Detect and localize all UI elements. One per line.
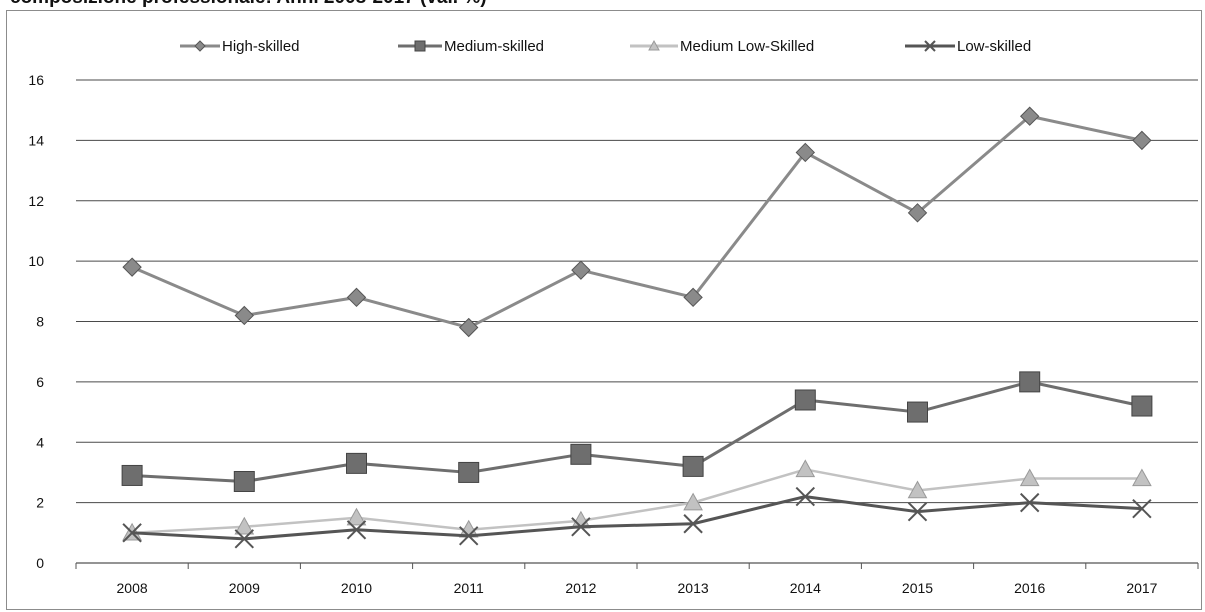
x-tick-label: 2014 xyxy=(790,580,821,596)
data-point xyxy=(795,459,816,478)
data-point xyxy=(346,507,367,526)
x-tick-label: 2016 xyxy=(1014,580,1045,596)
x-tick-label: 2009 xyxy=(229,580,260,596)
legend-swatch-marker xyxy=(194,40,206,52)
data-point xyxy=(683,492,703,511)
data-point xyxy=(233,470,255,492)
data-point xyxy=(1019,468,1040,487)
data-point xyxy=(907,501,928,522)
axes: 0 2 4 6 8 10 12 14 16 2008 2009 2010 2011 2012 2013 201… xyxy=(28,72,1199,596)
data-point xyxy=(122,523,142,543)
y-tick-label: 14 xyxy=(28,132,44,148)
data-point xyxy=(458,461,480,483)
x-tick-label: 2017 xyxy=(1126,580,1157,596)
data-point xyxy=(121,464,143,486)
legend-item-high-skilled: High-skilled xyxy=(180,38,300,55)
y-tick-label: 6 xyxy=(36,374,44,390)
legend-item-medium-low-skilled: Medium Low-Skilled xyxy=(630,38,814,55)
legend: High-skilled Medium-skilled Medium Low-Ski… xyxy=(180,38,1031,55)
data-point xyxy=(1019,492,1040,513)
data-point xyxy=(907,480,928,499)
series-high-skilled xyxy=(122,106,1152,338)
data-point xyxy=(795,142,816,163)
series-line xyxy=(132,468,1142,535)
y-tick-label: 4 xyxy=(36,434,44,450)
data-point xyxy=(1131,395,1153,417)
legend-item-low-skilled: Low-skilled xyxy=(905,38,1031,55)
data-point xyxy=(1132,468,1152,487)
legend-label: Medium-skilled xyxy=(444,38,544,55)
y-tick-label: 8 xyxy=(36,314,44,330)
data-point xyxy=(1019,106,1040,126)
x-tick-label: 2012 xyxy=(565,580,596,596)
data-point xyxy=(683,287,703,308)
legend-label: Low-skilled xyxy=(957,38,1031,55)
x-tick-label: 2010 xyxy=(341,580,372,596)
data-point xyxy=(1132,498,1152,519)
data-point xyxy=(571,260,591,280)
y-tick-label: 2 xyxy=(36,495,44,511)
legend-swatch-marker xyxy=(924,40,936,52)
data-point xyxy=(1019,371,1041,393)
data-point xyxy=(458,317,479,338)
data-point xyxy=(122,257,142,277)
data-point xyxy=(682,455,704,477)
series-line xyxy=(131,114,1143,330)
data-point xyxy=(907,203,928,223)
data-point xyxy=(683,514,703,534)
y-tick-label: 10 xyxy=(28,253,44,269)
x-tick-label: 2008 xyxy=(117,580,148,596)
data-point xyxy=(346,287,367,308)
legend-label: High-skilled xyxy=(222,38,300,55)
data-point xyxy=(458,526,479,546)
series-lines xyxy=(121,106,1153,549)
data-point xyxy=(571,517,591,537)
y-tick-label: 0 xyxy=(36,555,44,571)
data-point xyxy=(234,516,255,535)
chart-frame xyxy=(6,10,1202,610)
gridlines xyxy=(76,79,1198,504)
series-medium-skilled xyxy=(121,371,1153,492)
data-point xyxy=(570,443,592,465)
x-tick-label: 2013 xyxy=(678,580,709,596)
data-point xyxy=(234,529,255,549)
series-line xyxy=(132,495,1142,541)
series-line xyxy=(132,380,1143,483)
page-title: composizione professionale: Anni 2008-20… xyxy=(10,0,487,9)
legend-item-medium-skilled: Medium-skilled xyxy=(398,38,544,55)
data-point xyxy=(907,401,928,423)
data-point xyxy=(346,520,367,540)
data-point xyxy=(234,305,255,326)
legend-swatch-marker xyxy=(648,39,660,51)
y-tick-label: 12 xyxy=(28,193,44,209)
data-point xyxy=(1132,130,1152,151)
x-tick-label: 2015 xyxy=(902,580,933,596)
legend-swatch-marker xyxy=(414,40,426,52)
series-low-skilled xyxy=(122,486,1152,549)
data-point xyxy=(346,452,367,474)
y-tick-label: 16 xyxy=(28,72,44,88)
series-medium-low-skilled xyxy=(122,459,1152,541)
legend-label: Medium Low-Skilled xyxy=(680,38,814,55)
data-point xyxy=(795,486,816,507)
x-tick-label: 2011 xyxy=(454,580,484,596)
data-point xyxy=(794,389,816,411)
